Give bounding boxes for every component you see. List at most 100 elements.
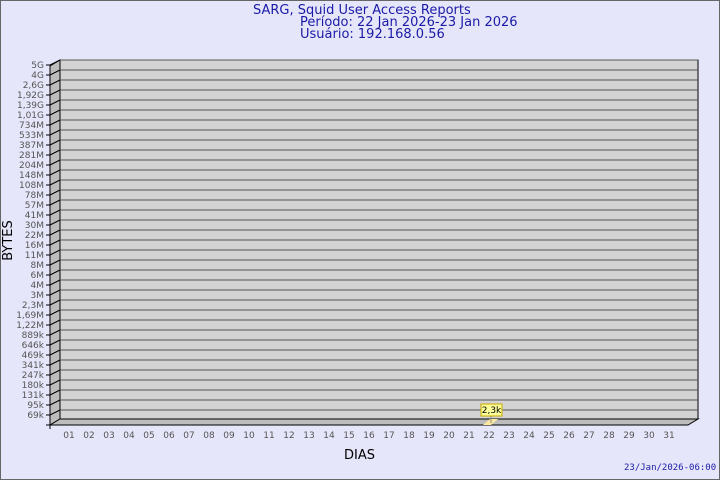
y-tick-label: 22M	[25, 231, 44, 241]
x-tick-label: 13	[303, 431, 314, 441]
y-tick-label: 57M	[25, 201, 44, 211]
y-tick-label: 5G	[31, 61, 44, 71]
x-tick-label: 01	[63, 431, 74, 441]
y-tick-depth	[49, 299, 61, 306]
y-tick-depth	[49, 219, 61, 226]
chart-title: SARG, Squid User Access Reports	[253, 3, 471, 18]
y-tick-depth	[49, 79, 61, 86]
x-tick-label: 23	[503, 431, 514, 441]
x-tick-label: 09	[223, 431, 235, 441]
x-tick-label: 10	[243, 431, 255, 441]
y-tick-label: 1,01G	[17, 111, 44, 121]
y-tick-label: 69k	[27, 411, 44, 421]
x-tick-label: 19	[423, 431, 435, 441]
y-tick-depth	[49, 269, 61, 276]
y-tick-depth	[49, 359, 61, 366]
y-tick-depth	[49, 209, 61, 216]
y-tick-label: 2,3M	[22, 301, 44, 311]
y-tick-depth	[49, 259, 61, 266]
y-tick-depth	[49, 109, 61, 116]
y-tick-depth	[49, 239, 61, 246]
y-tick-label: 95k	[27, 401, 44, 411]
x-tick-label: 11	[263, 431, 274, 441]
y-tick-depth	[49, 289, 61, 296]
x-tick-label: 21	[463, 431, 474, 441]
x-tick-label: 16	[363, 431, 375, 441]
x-tick-label: 03	[103, 431, 114, 441]
x-tick-label: 14	[323, 431, 335, 441]
y-tick-label: 889k	[22, 331, 45, 341]
y-tick-depth	[49, 329, 61, 336]
chart-subtitle-user: Usuário: 192.168.0.56	[300, 27, 445, 42]
y-tick-depth	[49, 229, 61, 236]
y-tick-label: 30M	[25, 221, 44, 231]
y-tick-label: 4M	[31, 281, 45, 291]
y-tick-depth	[49, 369, 61, 376]
x-tick-label: 12	[283, 431, 294, 441]
floor	[48, 418, 700, 426]
y-tick-depth	[49, 69, 61, 76]
y-tick-depth	[49, 129, 61, 136]
y-tick-label: 8M	[31, 261, 45, 271]
x-tick-label: 20	[443, 431, 455, 441]
y-tick-depth	[49, 339, 61, 346]
x-tick-label: 02	[83, 431, 94, 441]
x-tick-label: 28	[603, 431, 615, 441]
x-tick-label: 26	[563, 431, 575, 441]
y-tick-depth	[49, 389, 61, 396]
y-tick-depth	[49, 199, 61, 206]
y-tick-label: 341k	[22, 361, 45, 371]
y-tick-depth	[49, 319, 61, 326]
y-tick-label: 16M	[25, 241, 44, 251]
y-tick-depth	[49, 119, 61, 126]
y-tick-label: 247k	[22, 371, 45, 381]
y-tick-label: 108M	[19, 181, 44, 191]
y-tick-label: 646k	[22, 341, 45, 351]
y-tick-depth	[49, 309, 61, 316]
y-tick-label: 1,92G	[17, 91, 44, 101]
x-tick-label: 05	[143, 431, 154, 441]
x-tick-label: 22	[483, 431, 494, 441]
y-tick-label: 734M	[19, 121, 44, 131]
y-tick-label: 6M	[31, 271, 45, 281]
x-tick-label: 17	[383, 431, 394, 441]
x-tick-label: 07	[183, 431, 194, 441]
y-tick-label: 533M	[19, 131, 44, 141]
x-tick-label: 04	[123, 431, 135, 441]
y-tick-label: 469k	[22, 351, 45, 361]
y-tick-label: 1,69M	[16, 311, 44, 321]
y-tick-depth	[49, 379, 61, 386]
x-axis-label: DIAS	[344, 448, 375, 463]
y-tick-depth	[49, 189, 61, 196]
y-tick-depth	[49, 149, 61, 156]
y-tick-label: 1,39G	[17, 101, 44, 111]
y-tick-label: 387M	[19, 141, 44, 151]
y-tick-label: 131k	[22, 391, 45, 401]
data-label: 2,3k	[482, 406, 502, 416]
footer-timestamp: 23/Jan/2026-06:00	[624, 463, 717, 473]
x-tick-label: 18	[403, 431, 415, 441]
x-tick-label: 29	[623, 431, 635, 441]
y-tick-depth	[49, 169, 61, 176]
y-tick-label: 148M	[19, 171, 44, 181]
y-tick-depth	[49, 139, 61, 146]
y-tick-depth	[49, 179, 61, 186]
x-tick-label: 25	[543, 431, 554, 441]
y-tick-label: 41M	[25, 211, 44, 221]
y-tick-label: 180k	[22, 381, 45, 391]
y-tick-label: 1,22M	[16, 321, 44, 331]
y-tick-label: 2,6G	[23, 81, 44, 91]
y-tick-depth	[49, 249, 61, 256]
y-tick-label: 11M	[25, 251, 44, 261]
y-tick-label: 3M	[31, 291, 45, 301]
y-tick-depth	[49, 409, 61, 416]
chart-subtitle-period: Período: 22 Jan 2026-23 Jan 2026	[300, 15, 518, 30]
y-tick-depth	[49, 349, 61, 356]
y-tick-depth	[49, 279, 61, 286]
data-label-box	[480, 403, 503, 417]
x-tick-label: 06	[163, 431, 175, 441]
x-tick-label: 08	[203, 431, 215, 441]
y-tick-depth	[49, 89, 61, 96]
y-tick-label: 281M	[19, 151, 44, 161]
